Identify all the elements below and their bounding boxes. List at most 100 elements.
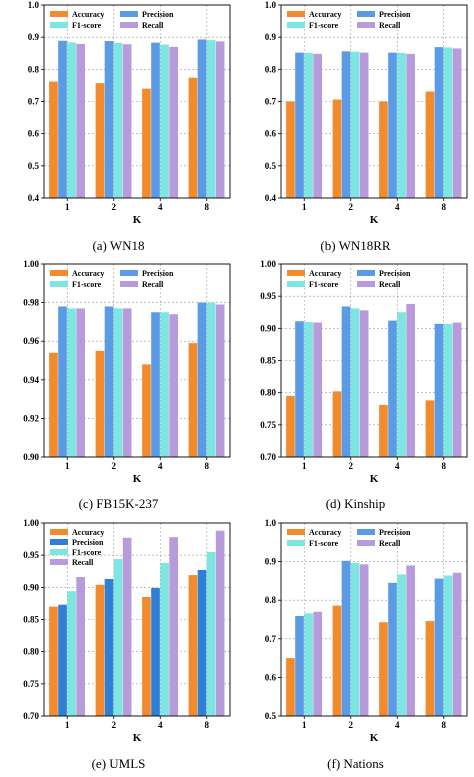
chart-svg-wn18: 0.4 0.5 0.6 0.7 0.8 0.9 1.0 1 2 4 8 K Accuracy Precis… xyxy=(28,0,231,226)
bar-precision-k2 xyxy=(104,306,114,457)
chart-svg-wn18rr: 0.4 0.5 0.6 0.7 0.8 0.9 1.0 1 2 4 8 K Accuracy Precis… xyxy=(265,0,468,226)
bar-accuracy-k4 xyxy=(379,101,388,198)
legend-swatch-precision xyxy=(357,270,375,276)
x-tick-label: 8 xyxy=(205,202,210,212)
bar-accuracy-k1 xyxy=(286,658,295,716)
bar-f1-score-k1 xyxy=(304,613,313,716)
bar-accuracy-k2 xyxy=(95,350,105,457)
bar-precision-k4 xyxy=(388,52,397,199)
bar-f1-score-k8 xyxy=(206,302,216,457)
x-tick-label: 1 xyxy=(65,720,70,730)
legend-swatch-precision xyxy=(357,11,375,17)
x-tick-label: 2 xyxy=(349,720,354,730)
chart-caption: (e) UMLS xyxy=(91,756,146,771)
y-tick-label: 1.00 xyxy=(23,259,39,269)
legend-swatch-accuracy xyxy=(287,529,305,535)
bar-f1-score-k2 xyxy=(350,562,360,716)
bar-f1-score-k1 xyxy=(67,591,76,716)
x-axis-label: K xyxy=(133,214,142,226)
bar-recall-k4 xyxy=(406,53,415,198)
bar-precision-k8 xyxy=(434,578,444,716)
y-tick-label: 0.70 xyxy=(260,452,276,462)
chart-panel-umls: 0.70 0.75 0.80 0.85 0.90 0.95 1.00 1 2 4 8 K Accurac… xyxy=(0,518,237,777)
y-tick-label: 0.8 xyxy=(265,64,277,74)
chart-svg-umls: 0.70 0.75 0.80 0.85 0.90 0.95 1.00 1 2 4 8 K Accurac… xyxy=(23,518,231,744)
bar-f1-score-k2 xyxy=(113,42,123,198)
bar-recall-k1 xyxy=(313,611,322,716)
legend-swatch-accuracy xyxy=(50,529,68,535)
x-tick-label: 1 xyxy=(302,461,307,471)
bar-accuracy-k2 xyxy=(332,605,342,716)
legend-label-accuracy: Accuracy xyxy=(72,269,104,278)
bar-precision-k4 xyxy=(151,312,160,457)
bar-accuracy-k8 xyxy=(188,575,198,716)
bar-precision-k4 xyxy=(151,42,160,199)
legend-swatch-f1-score xyxy=(50,281,68,287)
y-tick-label: 0.7 xyxy=(265,97,277,107)
legend-label-f1-score: F1-score xyxy=(72,280,102,289)
legend-swatch-recall xyxy=(357,540,375,546)
x-tick-label: 8 xyxy=(442,461,447,471)
y-tick-label: 0.6 xyxy=(265,129,277,139)
y-tick-label: 0.80 xyxy=(23,647,39,657)
bar-recall-k8 xyxy=(215,304,225,457)
y-tick-label: 0.90 xyxy=(23,582,39,592)
bar-accuracy-k2 xyxy=(95,584,105,716)
x-tick-label: 2 xyxy=(349,461,354,471)
y-tick-label: 0.85 xyxy=(260,356,276,366)
legend-label-recall: Recall xyxy=(379,280,401,289)
legend-label-f1-score: F1-score xyxy=(72,548,102,557)
bar-precision-k1 xyxy=(295,616,304,716)
bar-precision-k2 xyxy=(341,306,351,457)
legend-swatch-recall xyxy=(120,281,138,287)
x-axis-label: K xyxy=(370,473,379,485)
bar-f1-score-k1 xyxy=(67,308,76,457)
legend-label-precision: Precision xyxy=(142,10,174,19)
bar-accuracy-k4 xyxy=(142,88,151,198)
y-tick-label: 1.0 xyxy=(265,518,277,528)
legend-swatch-precision xyxy=(120,11,138,17)
y-tick-label: 0.8 xyxy=(265,595,277,605)
legend-label-recall: Recall xyxy=(142,280,164,289)
bar-accuracy-k8 xyxy=(188,77,198,198)
bar-recall-k4 xyxy=(406,565,415,716)
legend-swatch-accuracy xyxy=(50,270,68,276)
bar-accuracy-k4 xyxy=(142,364,151,457)
x-tick-label: 8 xyxy=(205,461,210,471)
legend-swatch-recall xyxy=(50,559,68,565)
bar-precision-k4 xyxy=(388,582,397,716)
y-tick-label: 0.9 xyxy=(28,32,40,42)
bar-precision-k8 xyxy=(434,323,444,457)
bar-f1-score-k4 xyxy=(160,312,169,457)
bar-accuracy-k8 xyxy=(188,343,198,457)
bar-f1-score-k2 xyxy=(350,51,360,199)
x-tick-label: 8 xyxy=(442,720,447,730)
x-tick-label: 1 xyxy=(302,720,307,730)
bar-precision-k1 xyxy=(295,52,304,199)
chart-caption: (c) FB15K-237 xyxy=(78,496,159,511)
bar-f1-score-k4 xyxy=(160,44,169,198)
x-tick-label: 2 xyxy=(112,202,117,212)
y-tick-label: 0.4 xyxy=(28,193,40,203)
bar-f1-score-k1 xyxy=(67,42,76,199)
chart-svg-kinship: 0.70 0.75 0.80 0.85 0.90 0.95 1.00 1 2 4 8 K Accurac… xyxy=(260,259,468,485)
y-tick-label: 0.8 xyxy=(28,64,40,74)
y-tick-label: 0.90 xyxy=(23,452,39,462)
bar-accuracy-k4 xyxy=(142,596,151,716)
x-tick-label: 4 xyxy=(158,720,163,730)
x-axis-label: K xyxy=(370,732,379,744)
y-tick-label: 0.75 xyxy=(260,420,276,430)
legend-swatch-accuracy xyxy=(287,270,305,276)
bar-precision-k2 xyxy=(104,41,114,198)
bar-recall-k2 xyxy=(359,564,369,716)
legend-label-accuracy: Accuracy xyxy=(309,269,341,278)
bar-recall-k8 xyxy=(215,41,225,199)
y-tick-label: 0.5 xyxy=(28,161,40,171)
chart-caption: (d) Kinship xyxy=(325,496,386,511)
legend-swatch-f1-score xyxy=(287,281,305,287)
bar-precision-k1 xyxy=(58,40,67,198)
